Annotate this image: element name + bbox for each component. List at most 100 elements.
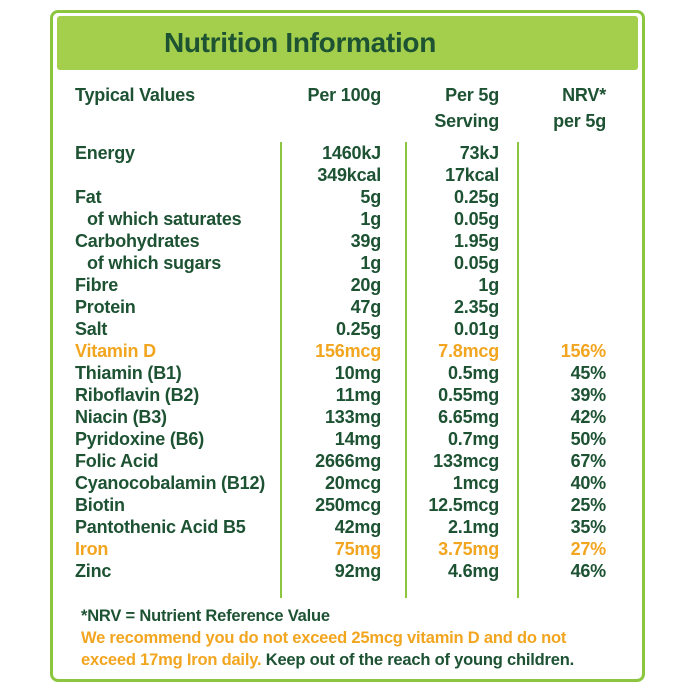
value-per-5g: 1mcg [405,472,517,494]
value-nrv [517,318,642,340]
row-label: of which saturates [87,209,242,229]
value-per-5g: 0.5mg [405,362,517,384]
header-band: Nutrition Information [57,16,638,70]
row-label: Zinc [75,561,112,581]
warning-green: Keep out of the reach of young children. [265,651,575,669]
value-nrv [517,230,642,252]
row-label: Fat [75,187,102,207]
value-nrv: 50% [517,428,642,450]
value-nrv: 46% [517,560,642,582]
divider-spacer [280,582,405,598]
row-label: Energy [75,143,135,163]
value-per-100g: 47g [280,296,405,318]
row-label: of which sugars [87,253,222,273]
row-label: Fibre [75,275,119,295]
value-per-100g: 20g [280,274,405,296]
value-per-100g: 20mcg [280,472,405,494]
col-header-typical-values: Typical Values [53,82,280,134]
row-label: Pantothenic Acid B5 [75,517,246,537]
value-per-100g: 1g [280,252,405,274]
value-nrv [517,274,642,296]
value-per-5g: 0.25g [405,186,517,208]
value-nrv: 39% [517,384,642,406]
value-per-100g: 0.25g [280,318,405,340]
footer-notes: *NRV = Nutrient Reference Value We recom… [53,605,598,671]
value-per-5g: 0.05g [405,252,517,274]
value-nrv: 35% [517,516,642,538]
value-per-5g: 3.75mg [405,538,517,560]
row-label: Niacin (B3) [75,407,167,427]
row-label: Pyridoxine (B6) [75,429,205,449]
value-per-100g: 39g [280,230,405,252]
value-per-5g: 133mcg [405,450,517,472]
row-label: Folic Acid [75,451,159,471]
col-header-per-5g-line2: Serving [434,111,499,131]
value-per-100g: 75mg [280,538,405,560]
value-per-5g: 6.65mg [405,406,517,428]
nutrition-label: Nutrition Information Typical Values Per… [50,10,645,682]
row-label: Thiamin (B1) [75,363,182,383]
col-header-per-100g-label: Per 100g [307,85,382,105]
row-label: Biotin [75,495,125,515]
value-per-100g: 10mg [280,362,405,384]
col-header-nrv-line2: per 5g [553,111,606,131]
value-per-5g: 0.7mg [405,428,517,450]
row-label: Salt [75,319,108,339]
value-nrv: 42% [517,406,642,428]
col-header-typical-values-label: Typical Values [75,85,195,105]
value-per-100g: 250mcg [280,494,405,516]
row-label: Protein [75,297,136,317]
value-per-5g: 0.05g [405,208,517,230]
value-nrv: 67% [517,450,642,472]
column-headers: Typical Values Per 100g Per 5g Serving NR… [53,82,642,134]
value-nrv: 27% [517,538,642,560]
value-per-5g: 1.95g [405,230,517,252]
value-nrv: 40% [517,472,642,494]
col-header-nrv: NRV* per 5g [517,82,642,134]
value-nrv: 156% [517,340,642,362]
value-per-100g: 2666mg [280,450,405,472]
warning-orange: We recommend you do not exceed 25mcg vit… [81,629,567,669]
value-per-100g: 156mcg [280,340,405,362]
value-per-5g: 4.6mg [405,560,517,582]
col-header-per-5g-line1: Per 5g [445,85,499,105]
row-label: Vitamin D [75,341,156,361]
value-per-5g: 2.35g [405,296,517,318]
row-label: Carbohydrates [75,231,200,251]
col-header-per-5g-serving: Per 5g Serving [405,82,517,134]
col-header-per-100g: Per 100g [280,82,405,134]
value-per-5g: 1g [405,274,517,296]
col-header-nrv-line1: NRV* [562,85,606,105]
value-per-5g: 12.5mcg [405,494,517,516]
value-per-100g: 5g [280,186,405,208]
value-per-100g: 42mg [280,516,405,538]
value-nrv [517,252,642,274]
divider-spacer [53,582,280,598]
value-nrv [517,142,642,186]
divider-spacer [517,582,642,598]
value-nrv: 25% [517,494,642,516]
value-per-5g: 0.55mg [405,384,517,406]
row-label: Riboflavin (B2) [75,385,200,405]
value-nrv [517,186,642,208]
row-label: Cyanocobalamin (B12) [75,473,266,493]
nutrition-table-body: Energy 1460kJ 349kcal 73kJ 17kcal Fat 5g 0.25… [53,142,642,598]
value-per-100g: 14mg [280,428,405,450]
nrv-definition: *NRV = Nutrient Reference Value [81,607,330,625]
warning-text: We recommend you do not exceed 25mcg vit… [81,627,598,671]
value-per-5g: 73kJ 17kcal [405,142,517,186]
divider-spacer [405,582,517,598]
row-label: Iron [75,539,109,559]
value-nrv [517,208,642,230]
value-nrv: 45% [517,362,642,384]
page-title: Nutrition Information [163,27,437,58]
value-per-5g: 2.1mg [405,516,517,538]
value-per-100g: 1460kJ 349kcal [280,142,405,186]
value-per-5g: 7.8mcg [405,340,517,362]
value-per-100g: 133mg [280,406,405,428]
value-per-100g: 11mg [280,384,405,406]
value-nrv [517,296,642,318]
value-per-100g: 1g [280,208,405,230]
value-per-5g: 0.01g [405,318,517,340]
value-per-100g: 92mg [280,560,405,582]
